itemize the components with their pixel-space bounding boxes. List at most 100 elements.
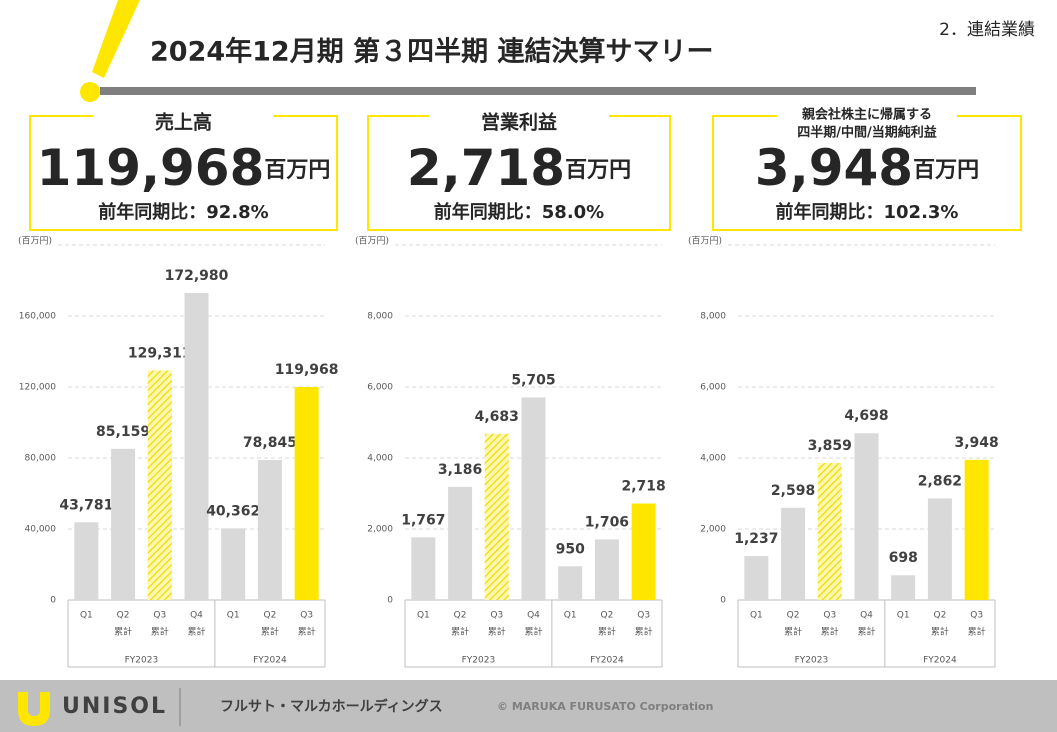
bar <box>558 566 583 600</box>
y-tick-label: 4,000 <box>700 454 726 464</box>
x-tick-label: Q3 <box>637 611 650 621</box>
value-label: 1,706 <box>585 514 629 530</box>
logo <box>18 692 50 726</box>
bar <box>817 463 842 600</box>
value-label: 5,705 <box>511 372 555 388</box>
bar <box>891 575 916 600</box>
bar <box>521 397 546 600</box>
x-tick-label: Q3 <box>490 611 503 621</box>
x-tick-label: Q2 <box>934 611 947 621</box>
value-label: 950 <box>556 541 585 557</box>
value-label: 3,859 <box>808 438 852 454</box>
kpi-label: 四半期/中間/当期純利益 <box>797 125 937 141</box>
kpi-label: 親会社株主に帰属する <box>802 107 932 123</box>
bar <box>294 387 319 600</box>
y-tick-label: 8,000 <box>700 312 726 322</box>
kpi-number: 2,718 <box>407 139 565 197</box>
bar <box>411 537 436 600</box>
value-label: 3,948 <box>954 435 998 451</box>
kpi-unit: 百万円 <box>913 158 979 183</box>
unit-label: (百万円) <box>18 236 52 247</box>
kpi-unit: 百万円 <box>264 158 330 183</box>
y-tick-label: 0 <box>720 596 726 606</box>
accent-dot <box>80 82 100 102</box>
company: フルサト・マルカホールディングス <box>220 698 443 715</box>
x-tick-label: Q1 <box>897 611 910 621</box>
y-tick-label: 0 <box>50 596 56 606</box>
bar <box>221 528 246 600</box>
x-tick-label: 累計 <box>857 626 875 638</box>
x-tick-label: 累計 <box>821 626 839 638</box>
x-tick-label: 累計 <box>524 626 542 638</box>
x-tick-label: 累計 <box>784 626 802 638</box>
title-bar <box>100 87 976 95</box>
x-tick-label: Q3 <box>970 611 983 621</box>
y-tick-label: 6,000 <box>367 383 393 393</box>
bar <box>257 460 282 600</box>
x-tick-label: Q1 <box>80 611 93 621</box>
x-tick-label: Q3 <box>153 611 166 621</box>
group-label: FY2024 <box>253 656 287 666</box>
kpi-number: 119,968 <box>37 139 265 197</box>
value-label: 119,968 <box>275 362 339 378</box>
x-tick-label: Q2 <box>117 611 130 621</box>
section: 2．連結業績 <box>939 20 1035 40</box>
x-tick-label: Q4 <box>190 611 203 621</box>
bar <box>111 448 136 600</box>
x-tick-label: Q1 <box>750 611 763 621</box>
value-label: 4,683 <box>475 409 519 425</box>
kpi-label: 営業利益 <box>481 111 557 134</box>
kpi-value: 2,718百万円 <box>407 139 631 197</box>
bar <box>484 433 509 600</box>
value-label: 1,237 <box>734 531 778 547</box>
bar <box>964 459 989 600</box>
value-label: 2,718 <box>621 479 665 495</box>
value-label: 698 <box>889 550 918 566</box>
x-tick-label: 累計 <box>488 626 506 638</box>
group-label: FY2023 <box>795 656 829 666</box>
value-label: 78,845 <box>243 435 297 451</box>
bar <box>927 498 952 600</box>
kpi-label: 売上高 <box>155 111 212 134</box>
y-tick-label: 80,000 <box>25 454 57 464</box>
y-tick-label: 8,000 <box>367 312 393 322</box>
bar <box>744 556 769 600</box>
bar <box>854 433 879 600</box>
value-label: 1,767 <box>401 512 445 528</box>
value-label: 43,781 <box>59 497 113 513</box>
x-tick-label: 累計 <box>931 626 949 638</box>
y-tick-label: 4,000 <box>367 454 393 464</box>
unit-label: (百万円) <box>355 236 389 247</box>
value-label: 3,186 <box>438 462 482 478</box>
x-tick-label: 累計 <box>968 626 986 638</box>
x-tick-label: Q1 <box>227 611 240 621</box>
bar <box>74 522 99 600</box>
x-tick-label: 累計 <box>114 626 132 638</box>
group-label: FY2023 <box>125 656 159 666</box>
bar <box>448 486 473 600</box>
x-tick-label: Q1 <box>417 611 430 621</box>
bar <box>184 292 209 600</box>
bar <box>631 503 656 600</box>
kpi-number: 3,948 <box>755 139 913 197</box>
y-tick-label: 120,000 <box>19 383 56 393</box>
kpi-value: 119,968百万円 <box>37 139 331 197</box>
x-tick-label: Q2 <box>454 611 467 621</box>
value-label: 172,980 <box>165 268 229 284</box>
x-tick-label: Q2 <box>601 611 614 621</box>
x-tick-label: 累計 <box>187 626 205 638</box>
group-label: FY2024 <box>923 656 957 666</box>
x-tick-label: Q1 <box>564 611 577 621</box>
y-tick-label: 2,000 <box>367 525 393 535</box>
x-tick-label: Q3 <box>823 611 836 621</box>
value-label: 2,598 <box>771 483 815 499</box>
group-label: FY2023 <box>462 656 496 666</box>
kpi-yoy: 前年同期比：102.3% <box>776 201 959 223</box>
title: 2024年12月期 第３四半期 連結決算サマリー <box>150 36 714 68</box>
accent-slash <box>92 0 140 78</box>
footer-band <box>0 680 1057 732</box>
kpi-yoy: 前年同期比：58.0% <box>434 201 604 223</box>
y-tick-label: 0 <box>387 596 393 606</box>
x-tick-label: 累計 <box>261 626 279 638</box>
